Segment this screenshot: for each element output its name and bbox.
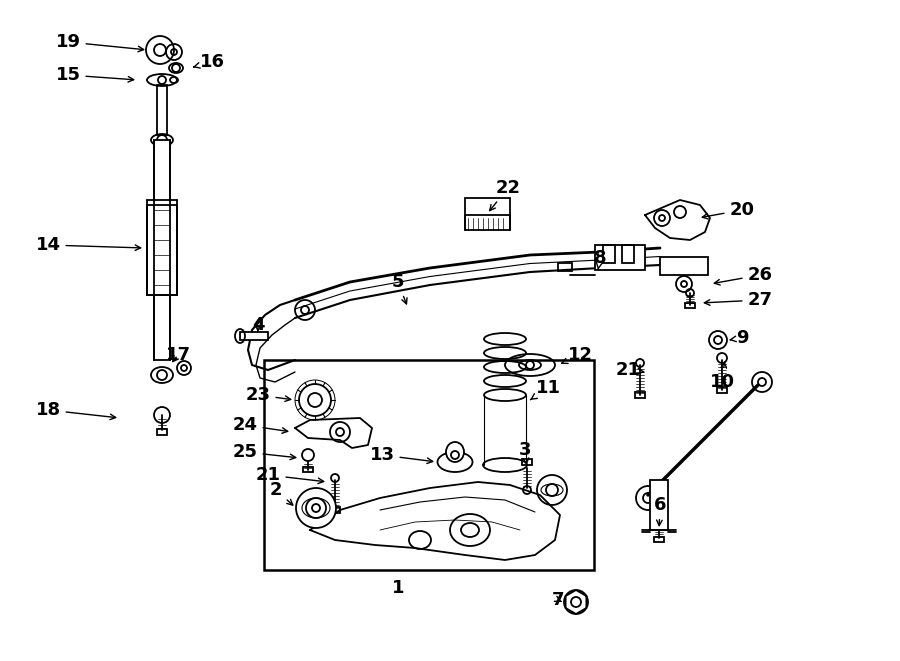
Bar — [685, 303, 695, 308]
Bar — [240, 332, 268, 340]
Text: 26: 26 — [715, 266, 772, 285]
Text: 27: 27 — [705, 291, 772, 309]
Bar — [635, 392, 645, 398]
Text: 21: 21 — [256, 466, 324, 484]
Bar — [154, 140, 170, 200]
Text: 14: 14 — [35, 236, 140, 254]
Text: 10: 10 — [709, 362, 734, 391]
Bar — [154, 295, 170, 360]
Text: 17: 17 — [166, 346, 191, 364]
Bar — [303, 467, 313, 472]
Bar — [595, 245, 645, 270]
Circle shape — [296, 488, 336, 528]
Text: 16: 16 — [194, 53, 224, 71]
Text: 5: 5 — [392, 273, 407, 304]
Text: 21: 21 — [616, 361, 644, 379]
Text: 24: 24 — [232, 416, 288, 434]
Text: 12: 12 — [562, 346, 592, 364]
Text: 9: 9 — [730, 329, 748, 347]
Bar — [147, 205, 177, 295]
Bar — [465, 198, 510, 230]
Text: 2: 2 — [270, 481, 292, 505]
Text: 18: 18 — [35, 401, 116, 420]
Text: 4: 4 — [252, 316, 265, 334]
Text: 13: 13 — [370, 446, 433, 464]
Text: 8: 8 — [594, 249, 607, 270]
Bar — [157, 429, 167, 435]
Text: 7: 7 — [552, 591, 564, 609]
Bar — [622, 245, 634, 263]
Bar — [654, 537, 664, 542]
Bar — [650, 480, 668, 530]
Text: 19: 19 — [56, 33, 144, 52]
Bar — [157, 85, 167, 135]
Text: 20: 20 — [702, 201, 754, 219]
Bar — [603, 245, 615, 263]
Ellipse shape — [446, 442, 464, 462]
Bar — [558, 263, 572, 271]
Bar — [330, 507, 340, 513]
Text: 15: 15 — [56, 66, 134, 84]
Text: 1: 1 — [392, 579, 404, 597]
Bar — [717, 387, 727, 393]
Bar — [264, 360, 594, 570]
Text: 25: 25 — [232, 443, 296, 461]
Text: 3: 3 — [518, 441, 531, 465]
Text: 23: 23 — [246, 386, 291, 404]
Text: 11: 11 — [530, 379, 561, 400]
Bar — [522, 459, 532, 465]
Text: 22: 22 — [490, 179, 520, 211]
Bar — [660, 257, 708, 275]
Text: 6: 6 — [653, 496, 666, 525]
